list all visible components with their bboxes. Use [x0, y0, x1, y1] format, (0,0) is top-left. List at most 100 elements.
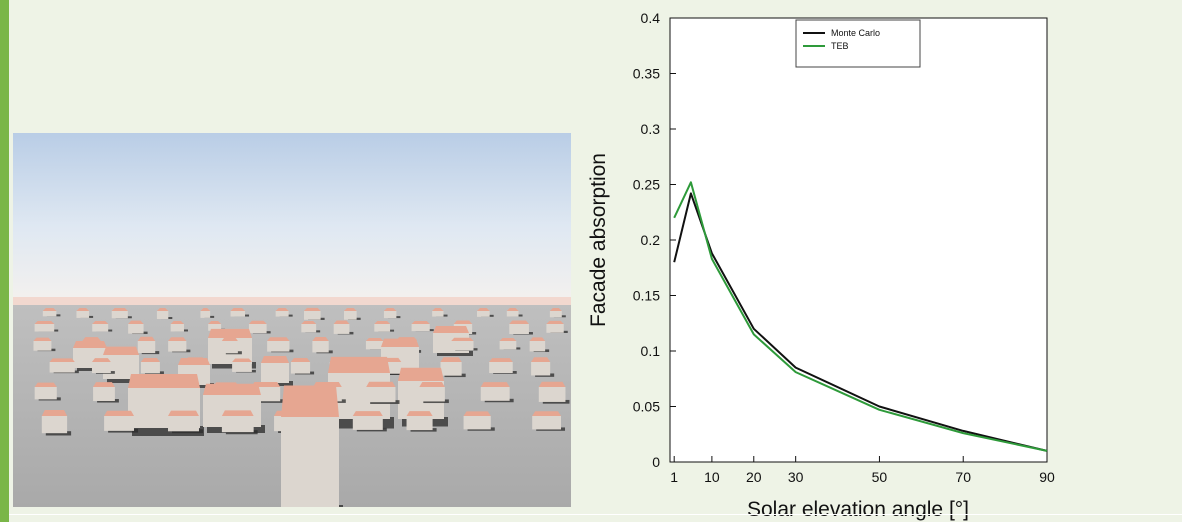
building-roof — [34, 321, 55, 324]
building-shadow — [265, 381, 293, 386]
building-roof — [104, 410, 135, 416]
building-wall — [232, 362, 252, 372]
building-wall — [91, 362, 111, 374]
y-axis-ticks: 0 0.05 0.1 0.15 0.2 0.25 0.3 0.35 0.4 — [633, 10, 676, 470]
building-roof — [168, 410, 199, 416]
building-roof — [352, 411, 383, 416]
building-roof — [221, 410, 254, 416]
building-wall — [208, 324, 222, 331]
building-wall — [432, 311, 444, 317]
building-wall — [168, 416, 199, 432]
building-wall — [383, 311, 397, 319]
building-roof — [111, 308, 128, 311]
building-wall — [365, 341, 384, 350]
building-roof — [208, 328, 252, 338]
building-wall — [290, 362, 311, 374]
building-roof — [549, 308, 562, 311]
building-wall — [451, 341, 474, 351]
building-wall — [170, 324, 184, 332]
building-roof — [301, 321, 317, 324]
building-roof — [440, 357, 462, 362]
building-roof — [170, 321, 184, 324]
building-wall — [499, 341, 517, 350]
urban-scene-svg — [13, 133, 571, 507]
y-tick-label: 0.4 — [641, 10, 661, 26]
building-wall — [267, 341, 290, 352]
x-tick-label: 1 — [670, 469, 678, 485]
building-wall — [221, 416, 254, 433]
y-tick-label: 0.3 — [641, 121, 661, 137]
x-tick-label: 30 — [788, 469, 804, 485]
building-roof — [499, 338, 517, 341]
building-wall — [221, 341, 238, 354]
series-lines — [673, 181, 1048, 452]
building-shadow — [437, 351, 473, 356]
building-wall — [538, 387, 566, 402]
building-roof — [419, 381, 445, 387]
building-shadow — [107, 377, 143, 383]
building-roof — [128, 320, 144, 324]
building-wall — [343, 311, 357, 320]
building-roof — [546, 320, 564, 324]
building-wall — [200, 311, 211, 318]
building-wall — [411, 324, 430, 332]
building-roof — [91, 358, 111, 362]
building-shadow — [225, 430, 258, 435]
building-roof — [383, 308, 397, 311]
legend-label-teb: TEB — [831, 41, 849, 51]
bottom-divider — [9, 514, 1182, 515]
building-roof — [137, 336, 156, 341]
building-wall — [248, 324, 267, 334]
legend-box — [795, 19, 921, 68]
building-roof — [509, 320, 529, 324]
building-wall — [42, 311, 57, 317]
series-line-teb — [673, 181, 1048, 452]
building-wall — [366, 387, 396, 403]
plot-area — [669, 17, 1048, 463]
building-roof — [128, 374, 200, 388]
building-wall — [406, 416, 433, 431]
building-roof — [140, 358, 160, 362]
building-roof — [506, 308, 519, 311]
building-wall — [93, 387, 115, 402]
legend: Monte Carlo TEB — [795, 19, 921, 68]
building-roof — [33, 337, 52, 341]
building-roof — [343, 307, 357, 311]
building-wall — [111, 311, 128, 319]
building-roof — [41, 409, 68, 416]
building-wall — [304, 311, 321, 320]
building-roof — [489, 358, 513, 362]
chart-container: 0 0.05 0.1 0.15 0.2 0.25 0.3 0.35 0.4 1 10 20 30 50 7… — [575, 0, 1182, 522]
building-roof — [178, 358, 210, 365]
x-tick-label: 50 — [872, 469, 888, 485]
building-wall — [156, 311, 169, 320]
building-roof — [248, 320, 267, 324]
y-tick-label: 0.2 — [641, 232, 661, 248]
building-wall — [312, 341, 329, 353]
building-roof — [463, 411, 491, 416]
building-roof — [381, 338, 419, 347]
building-wall — [506, 311, 519, 317]
building-roof — [73, 341, 107, 348]
building-roof — [451, 337, 474, 341]
building-roof — [93, 382, 115, 387]
building-roof — [453, 320, 473, 324]
building-roof — [328, 356, 390, 373]
building-shadow — [45, 431, 72, 436]
building-wall — [476, 311, 490, 317]
building-wall — [546, 324, 564, 333]
absorption-chart: 0 0.05 0.1 0.15 0.2 0.25 0.3 0.35 0.4 1 10 20 30 50 7… — [587, 10, 1055, 521]
building-roof — [92, 321, 109, 324]
y-tick-label: 0.15 — [633, 288, 660, 304]
building-roof — [42, 308, 57, 311]
building-wall — [168, 341, 187, 352]
building-wall — [463, 416, 491, 430]
urban-scene-render — [13, 133, 571, 507]
building-wall — [41, 416, 68, 434]
building-wall — [230, 311, 246, 317]
building-wall — [34, 387, 57, 400]
building-roof — [203, 383, 261, 395]
building-wall — [333, 324, 350, 334]
series-line-monte-carlo — [673, 192, 1048, 452]
building-roof — [261, 356, 289, 363]
